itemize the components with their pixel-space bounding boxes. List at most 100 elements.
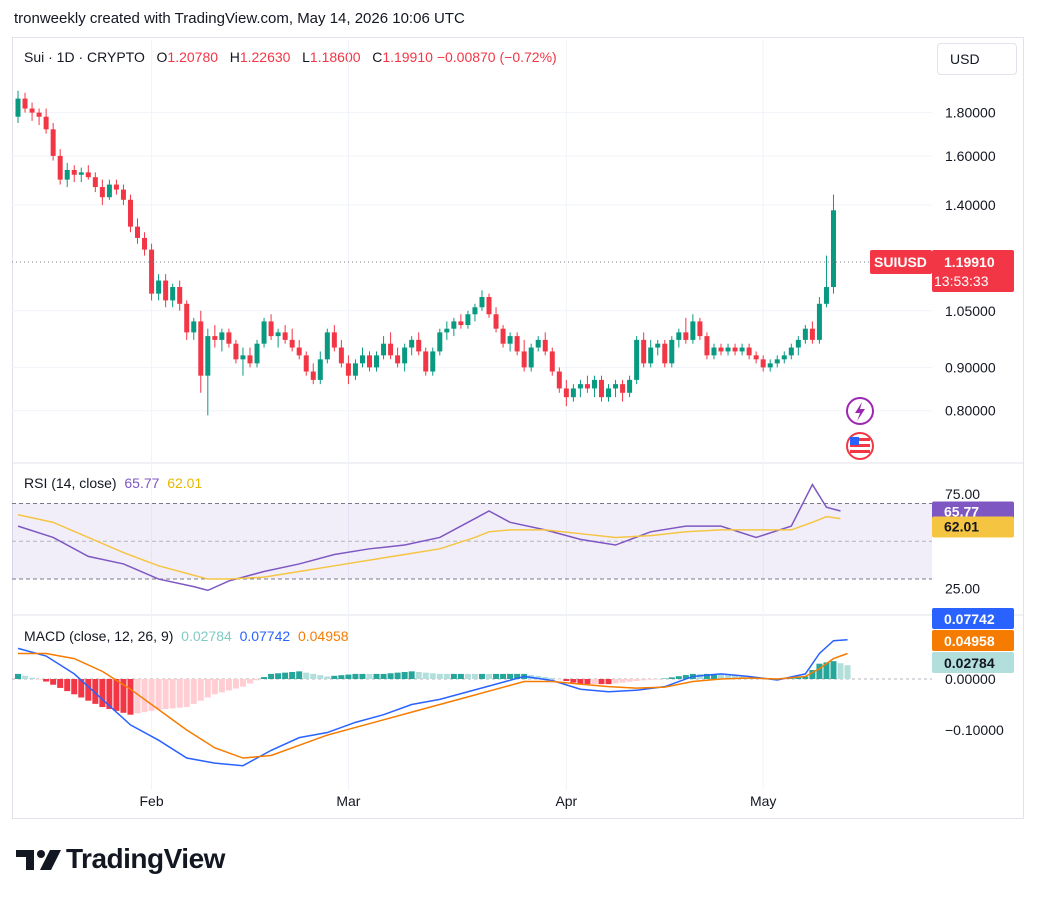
- macd-hist-bar: [29, 677, 36, 679]
- macd-hist-bar: [542, 676, 549, 679]
- low-label: L: [302, 49, 310, 65]
- candle-body: [29, 108, 35, 113]
- candle-body: [591, 379, 597, 389]
- candle-body: [268, 321, 274, 337]
- macd-hist-bar: [71, 679, 78, 695]
- macd-hist-bar: [830, 661, 837, 679]
- macd-hist-bar: [823, 662, 830, 679]
- rsi-legend[interactable]: RSI (14, close) 65.77 62.01: [24, 475, 202, 491]
- candle-body: [542, 339, 548, 352]
- candle-body: [507, 336, 513, 344]
- macd-hist-bar: [802, 676, 809, 679]
- macd-hist-bar: [647, 679, 654, 680]
- macd-hist-bar: [844, 665, 851, 679]
- macd-hist-bar: [106, 679, 113, 709]
- macd-hist-bar: [535, 675, 542, 679]
- macd-hist-bar: [556, 679, 563, 680]
- lightning-icon[interactable]: [846, 397, 874, 425]
- candle-body: [43, 116, 49, 130]
- tradingview-logo-icon[interactable]: [16, 842, 62, 876]
- macd-tag-label: 0.07742: [944, 611, 995, 627]
- macd-hist-bar: [169, 679, 176, 709]
- candle-body: [732, 347, 738, 352]
- candle-body: [163, 280, 169, 301]
- candle-body: [247, 355, 253, 364]
- macd-hist-bar: [239, 679, 246, 687]
- candle-body: [317, 359, 323, 380]
- macd-hist-bar: [837, 663, 844, 679]
- macd-hist-bar: [162, 679, 169, 709]
- macd-hist-bar: [43, 679, 50, 682]
- macd-hist-bar: [675, 676, 682, 679]
- rsi-value: 65.77: [124, 475, 160, 491]
- candle-body: [99, 187, 105, 198]
- macd-hist-bar: [415, 671, 422, 679]
- macd-hist-bar: [246, 679, 253, 684]
- candle-body: [374, 355, 380, 368]
- macd-legend[interactable]: MACD (close, 12, 26, 9) 0.02784 0.07742 …: [24, 628, 349, 644]
- candle-body: [556, 371, 562, 389]
- candle-body: [22, 98, 28, 109]
- macd-hist-bar: [303, 672, 310, 679]
- candle-body: [465, 314, 471, 326]
- candle-body: [149, 249, 155, 294]
- macd-hist-bar: [282, 672, 289, 679]
- candle-body: [113, 184, 119, 190]
- candle-body: [36, 112, 42, 117]
- candle-body: [718, 347, 724, 352]
- candle-body: [451, 321, 457, 329]
- price-tick-label: 1.05000: [945, 303, 996, 319]
- macd-hist-bar: [464, 673, 471, 679]
- macd-hist-bar: [324, 676, 331, 679]
- candle-body: [795, 339, 801, 348]
- rsi-title: RSI (14, close): [24, 475, 117, 491]
- low-value: 1.18600: [309, 49, 361, 65]
- candle-body: [577, 384, 583, 389]
- macd-hist-bar: [591, 679, 598, 685]
- macd-hist-bar: [443, 673, 450, 679]
- macd-hist-bar: [401, 671, 408, 679]
- macd-line-signal: [18, 652, 848, 759]
- pane-icons: [846, 397, 874, 460]
- macd-tag: [932, 608, 1014, 629]
- macd-hist-bar: [732, 675, 739, 679]
- candle-body: [760, 359, 766, 368]
- candle-body: [528, 347, 534, 368]
- currency-button[interactable]: USD: [937, 43, 1017, 75]
- macd-hist-bar: [183, 679, 190, 708]
- macd-hist-bar: [289, 671, 296, 679]
- macd-hist-bar: [225, 679, 232, 691]
- hist-tag: [932, 652, 1014, 673]
- rsi-tag-label: 65.77: [944, 503, 979, 519]
- candle-body: [50, 129, 56, 156]
- macd-hist-bar: [605, 679, 612, 685]
- candle-body: [120, 189, 126, 200]
- macd-hist-bar: [500, 673, 507, 679]
- chart-frame: [12, 37, 1024, 819]
- macd-hist-bar: [563, 679, 570, 682]
- macd-hist-bar: [584, 679, 591, 685]
- candle-body: [535, 339, 541, 348]
- macd-hist-bar: [155, 679, 162, 710]
- candle-body: [676, 332, 682, 340]
- candle-body: [486, 297, 492, 315]
- candle-body: [641, 339, 647, 364]
- candle-body: [662, 343, 668, 364]
- macd-hist-bar: [331, 675, 338, 679]
- candle-body: [402, 347, 408, 364]
- symbol-title[interactable]: Sui · 1D · CRYPTO: [24, 49, 145, 65]
- macd-hist-bar: [211, 679, 218, 695]
- macd-hist-bar: [661, 678, 668, 679]
- macd-hist-value: 0.02784: [181, 628, 232, 644]
- price-tick-label: 0.80000: [945, 403, 996, 419]
- countdown-label: 13:53:33: [934, 273, 989, 289]
- us-flag-icon[interactable]: [846, 432, 874, 460]
- macd-hist-bar: [317, 675, 324, 679]
- macd-hist-bar: [127, 679, 134, 715]
- macd-hist-bar: [85, 679, 92, 701]
- macd-hist-bar: [514, 673, 521, 679]
- macd-hist-bar: [577, 679, 584, 685]
- macd-hist-bar: [422, 672, 429, 679]
